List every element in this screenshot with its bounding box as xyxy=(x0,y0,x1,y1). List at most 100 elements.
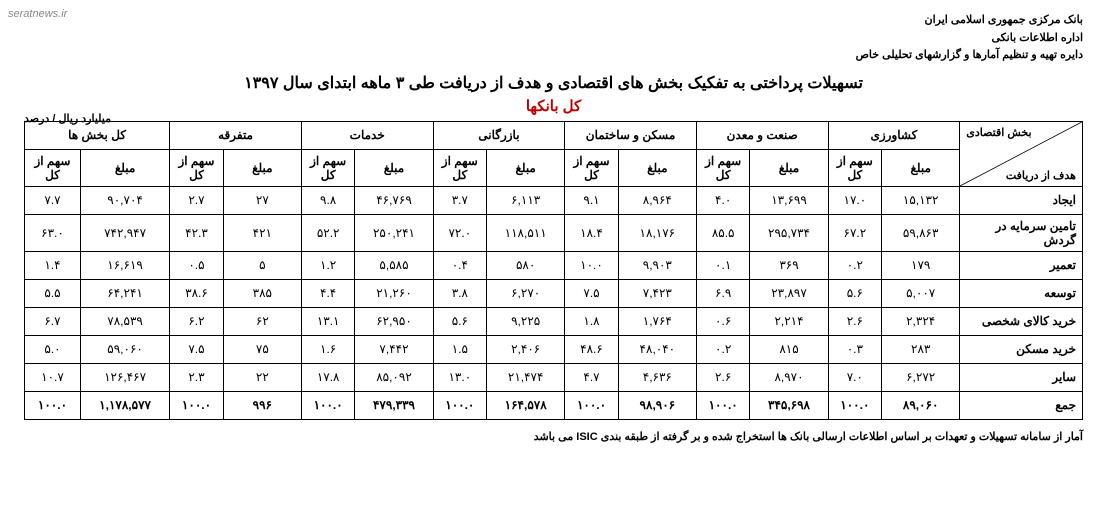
cell-amount: ۷,۴۲۳ xyxy=(618,279,696,307)
cell-share: ۱۳.۱ xyxy=(301,307,355,335)
cell-amount: ۱,۷۶۴ xyxy=(618,307,696,335)
cell-amount: ۱۶,۶۱۹ xyxy=(80,251,169,279)
cell-amount: ۴۸,۰۴۰ xyxy=(618,335,696,363)
cell-share: ۱۷.۸ xyxy=(301,363,355,391)
cell-amount: ۸,۹۶۴ xyxy=(618,186,696,214)
sub-amount: مبلغ xyxy=(355,149,433,186)
cell-share: ۹.۱ xyxy=(565,186,619,214)
cell-amount: ۴۲۱ xyxy=(223,214,301,251)
cell-amount: ۵۹,۸۶۳ xyxy=(882,214,960,251)
table-row: تامین سرمایه در گردش۵۹,۸۶۳۶۷.۲۲۹۵,۷۳۴۸۵.… xyxy=(25,214,1083,251)
cell-share: ۰.۲ xyxy=(696,335,750,363)
sub-share: سهم از کل xyxy=(301,149,355,186)
cell-share: ۴.۴ xyxy=(301,279,355,307)
watermark: seratnews.ir xyxy=(8,8,67,20)
org-line-2: اداره اطلاعات بانکی xyxy=(24,30,1083,48)
row-label: توسعه xyxy=(960,279,1083,307)
cell-amount: ۷۸,۵۳۹ xyxy=(80,307,169,335)
cell-amount: ۱۲۶,۴۶۷ xyxy=(80,363,169,391)
cell-share: ۷۲.۰ xyxy=(433,214,487,251)
unit-label: میلیارد ریال / درصد xyxy=(24,112,111,125)
cell-amount: ۲۲ xyxy=(223,363,301,391)
sub-share: سهم از کل xyxy=(696,149,750,186)
facilities-table: بخش اقتصادی هدف از دریافت کشاورزی صنعت و… xyxy=(24,121,1083,420)
cell-amount: ۷۵ xyxy=(223,335,301,363)
cell-share: ۲.۷ xyxy=(170,186,224,214)
footnote: آمار از سامانه تسهیلات و تعهدات بر اساس … xyxy=(24,430,1083,443)
cell-share: ۱۰۰.۰ xyxy=(25,391,81,419)
cell-share: ۱۰۰.۰ xyxy=(433,391,487,419)
cell-share: ۰.۱ xyxy=(696,251,750,279)
table-row: توسعه۵,۰۰۷۵.۶۲۳,۸۹۷۶.۹۷,۴۲۳۷.۵۶,۲۷۰۳.۸۲۱… xyxy=(25,279,1083,307)
row-label: تعمیر xyxy=(960,251,1083,279)
cell-amount: ۶۴,۲۴۱ xyxy=(80,279,169,307)
cell-amount: ۲,۲۱۴ xyxy=(750,307,828,335)
cell-amount: ۹۹۶ xyxy=(223,391,301,419)
cell-share: ۱۰۰.۰ xyxy=(828,391,882,419)
cell-share: ۷.۷ xyxy=(25,186,81,214)
cell-share: ۱۰۰.۰ xyxy=(696,391,750,419)
cell-amount: ۱۸,۱۷۶ xyxy=(618,214,696,251)
table-row: ایجاد۱۵,۱۳۲۱۷.۰۱۳,۶۹۹۴.۰۸,۹۶۴۹.۱۶,۱۱۳۳.۷… xyxy=(25,186,1083,214)
cell-amount: ۲,۳۲۴ xyxy=(882,307,960,335)
cell-share: ۴.۰ xyxy=(696,186,750,214)
sub-share: سهم از کل xyxy=(170,149,224,186)
cell-share: ۱.۵ xyxy=(433,335,487,363)
cell-share: ۱.۶ xyxy=(301,335,355,363)
org-line-1: بانک مرکزی جمهوری اسلامی ایران xyxy=(24,12,1083,30)
cell-share: ۱۷.۰ xyxy=(828,186,882,214)
cell-share: ۵.۶ xyxy=(828,279,882,307)
cell-share: ۶۷.۲ xyxy=(828,214,882,251)
cell-amount: ۴۶,۷۶۹ xyxy=(355,186,433,214)
cell-amount: ۱,۱۷۸,۵۷۷ xyxy=(80,391,169,419)
cell-amount: ۸۹,۰۶۰ xyxy=(882,391,960,419)
sub-amount: مبلغ xyxy=(618,149,696,186)
corner-cell: بخش اقتصادی هدف از دریافت xyxy=(960,121,1083,186)
cell-amount: ۲,۴۰۶ xyxy=(487,335,565,363)
table-row: تعمیر۱۷۹۰.۲۳۶۹۰.۱۹,۹۰۳۱۰.۰۵۸۰۰.۴۵,۵۸۵۱.۲… xyxy=(25,251,1083,279)
cell-amount: ۱۵,۱۳۲ xyxy=(882,186,960,214)
cell-amount: ۵۸۰ xyxy=(487,251,565,279)
cell-amount: ۵,۰۰۷ xyxy=(882,279,960,307)
row-label: تامین سرمایه در گردش xyxy=(960,214,1083,251)
header-row-2: مبلغسهم از کل مبلغسهم از کل مبلغسهم از ک… xyxy=(25,149,1083,186)
cell-amount: ۵,۵۸۵ xyxy=(355,251,433,279)
sector-header: صنعت و معدن xyxy=(696,121,828,149)
sector-header: متفرقه xyxy=(170,121,302,149)
cell-amount: ۵۹,۰۶۰ xyxy=(80,335,169,363)
sector-header: کل بخش ها xyxy=(25,121,170,149)
cell-amount: ۷۴۲,۹۴۷ xyxy=(80,214,169,251)
cell-share: ۱۰۰.۰ xyxy=(565,391,619,419)
cell-share: ۱.۲ xyxy=(301,251,355,279)
cell-amount: ۴۷۹,۳۳۹ xyxy=(355,391,433,419)
cell-amount: ۶,۲۷۲ xyxy=(882,363,960,391)
cell-share: ۶.۹ xyxy=(696,279,750,307)
cell-amount: ۶۲,۹۵۰ xyxy=(355,307,433,335)
cell-share: ۵.۶ xyxy=(433,307,487,335)
table-row: خرید مسکن۲۸۳۰.۳۸۱۵۰.۲۴۸,۰۴۰۴۸.۶۲,۴۰۶۱.۵۷… xyxy=(25,335,1083,363)
cell-amount: ۶,۱۱۳ xyxy=(487,186,565,214)
cell-amount: ۹,۹۰۳ xyxy=(618,251,696,279)
row-label: خرید کالای شخصی xyxy=(960,307,1083,335)
cell-share: ۱.۴ xyxy=(25,251,81,279)
sub-amount: مبلغ xyxy=(80,149,169,186)
cell-amount: ۲۹۵,۷۳۴ xyxy=(750,214,828,251)
corner-bottom-label: هدف از دریافت xyxy=(1006,169,1076,182)
cell-amount: ۲۷ xyxy=(223,186,301,214)
corner-top-label: بخش اقتصادی xyxy=(966,126,1031,139)
cell-share: ۰.۴ xyxy=(433,251,487,279)
row-label: جمع xyxy=(960,391,1083,419)
sub-amount: مبلغ xyxy=(223,149,301,186)
cell-amount: ۸۵,۰۹۲ xyxy=(355,363,433,391)
cell-share: ۲.۶ xyxy=(696,363,750,391)
cell-share: ۶۳.۰ xyxy=(25,214,81,251)
cell-share: ۹.۸ xyxy=(301,186,355,214)
table-row: سایر۶,۲۷۲۷.۰۸,۹۷۰۲.۶۴,۶۳۶۴.۷۲۱,۴۷۴۱۳.۰۸۵… xyxy=(25,363,1083,391)
sub-share: سهم از کل xyxy=(565,149,619,186)
cell-share: ۴۲.۳ xyxy=(170,214,224,251)
cell-share: ۵۲.۲ xyxy=(301,214,355,251)
cell-share: ۱۰.۰ xyxy=(565,251,619,279)
sub-amount: مبلغ xyxy=(487,149,565,186)
cell-amount: ۳۶۹ xyxy=(750,251,828,279)
row-label: خرید مسکن xyxy=(960,335,1083,363)
